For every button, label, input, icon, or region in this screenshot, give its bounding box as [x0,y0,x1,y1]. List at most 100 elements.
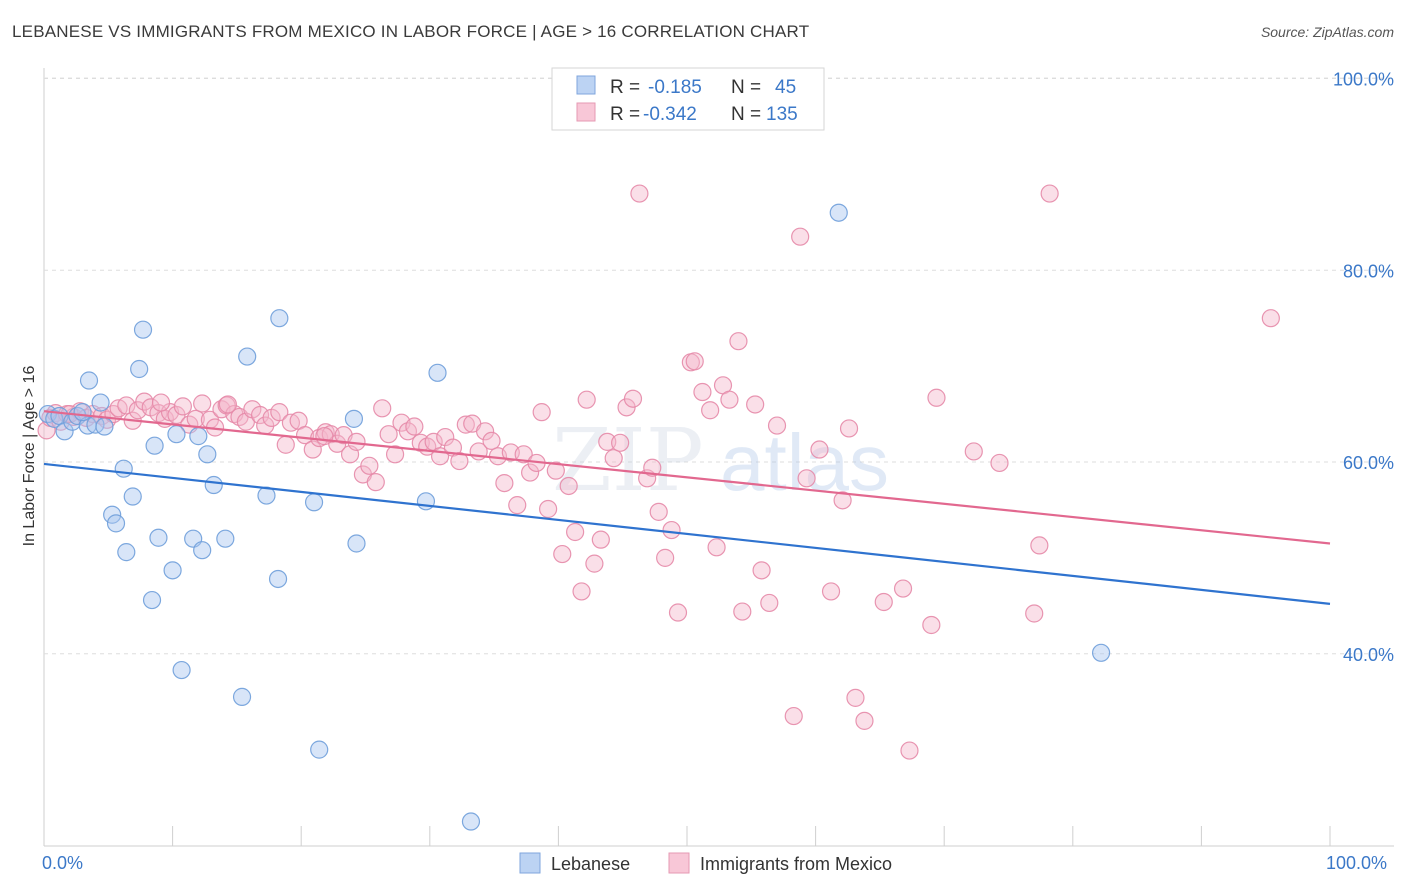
mexico-point-119 [839,419,859,438]
mexico-point-87 [591,530,610,549]
mexico-point-129 [1025,604,1044,623]
legend-r-label-2: R = [610,104,640,125]
lebanese-point-38 [347,534,366,553]
watermark: ZIP atlas [552,411,889,511]
series-lebanese [38,203,1111,831]
bottom-legend-swatch-lebanese [519,852,541,874]
mexico-point-82 [559,476,578,496]
mexico-point-13 [117,396,136,415]
legend-r-value-mexico: -0.342 [643,104,697,125]
lebanese-point-41 [461,812,481,831]
mexico-point-101 [685,352,704,371]
y-tick-label-40: 40.0% [1343,645,1394,665]
mexico-point-51 [360,456,379,475]
lebanese-point-20 [149,528,168,547]
mexico-point-117 [821,582,841,601]
mexico-point-132 [1261,309,1280,328]
mexico-point-83 [566,522,585,542]
mexico-point-90 [611,433,630,452]
lebanese-point-21 [163,561,182,580]
bottom-legend-mexico: Immigrants from Mexico [700,854,892,874]
lebanese-point-23 [172,660,191,680]
legend-n-label-1: N = [731,77,761,98]
lebanese-point-18 [142,590,162,610]
legend-n-label-2: N = [731,104,761,125]
lebanese-point-39 [416,492,436,511]
mexico-point-103 [701,401,720,420]
mexico-point-95 [643,458,662,477]
mexico-point-34 [250,405,270,425]
lebanese-point-22 [167,425,186,444]
bottom-legend-lebanese: Lebanese [551,854,630,874]
lebanese-point-40 [428,363,447,382]
mexico-point-106 [720,390,739,409]
x-tick-label-max: 100.0% [1326,853,1387,873]
mexico-point-89 [604,449,623,468]
mexico-point-123 [893,579,913,598]
mexico-point-80 [546,461,565,480]
chart-source: Source: ZipAtlas.com [1260,24,1394,40]
x-tick-label-min: 0.0% [42,853,83,873]
lebanese-point-25 [189,427,208,446]
mexico-point-79 [539,499,558,519]
mexico-point-130 [1030,536,1049,555]
y-axis-title: In Labor Force | Age > 16 [21,366,38,547]
lebanese-point-7 [79,371,99,390]
mexico-point-66 [456,415,475,434]
mexico-point-125 [922,615,941,635]
y-tick-label-100: 100.0% [1333,70,1394,90]
mexico-point-114 [791,227,810,246]
lebanese-point-14 [117,543,136,562]
mexico-point-126 [927,388,946,407]
mexico-point-78 [532,403,551,422]
mexico-point-113 [784,706,803,726]
lebanese-point-26 [193,541,212,560]
mexico-point-81 [553,544,572,564]
mexico-point-112 [767,416,787,435]
mexico-point-110 [752,561,771,580]
mexico-point-136 [315,427,334,446]
trend-lines [43,410,1331,605]
lebanese-point-13 [114,459,133,478]
legend-swatch-mexico [576,102,596,122]
mexico-point-53 [373,399,392,418]
lebanese-point-3 [55,422,74,441]
mexico-point-72 [495,473,514,493]
mexico-point-122 [874,592,893,612]
mexico-point-120 [846,688,865,707]
correlation-legend: R = -0.185 N = 45 R = -0.342 N = 135 [551,67,825,131]
y-tick-label-80: 80.0% [1343,261,1394,281]
lebanese-point-9 [91,393,110,412]
mexico-point-104 [707,538,726,557]
legend-swatch-lebanese [576,75,596,95]
mexico-point-124 [900,741,919,760]
mexico-point-25 [193,394,212,413]
mexico-point-54 [379,425,398,444]
mexico-point-70 [482,431,501,451]
mexico-point-127 [964,442,983,461]
lebanese-point-36 [310,740,329,759]
mexico-point-128 [990,453,1009,473]
mexico-point-93 [630,184,649,203]
lebanese-point-43 [1091,643,1111,662]
mexico-point-121 [855,711,874,730]
mexico-trend-line [43,410,1331,545]
mexico-point-55 [385,445,405,464]
mexico-point-37 [270,403,289,422]
mexico-point-84 [572,582,591,601]
mexico-point-65 [450,451,469,471]
lebanese-point-29 [216,529,235,548]
gridlines [44,78,1394,655]
mexico-point-58 [405,417,424,436]
y-tick-labels: 40.0% 60.0% 80.0% 100.0% [1333,70,1394,665]
lebanese-point-35 [304,493,324,512]
mexico-point-109 [746,395,765,414]
mexico-point-69 [475,422,495,441]
mexico-point-86 [585,554,604,573]
mexico-point-85 [577,390,596,409]
chart-title: LEBANESE VS IMMIGRANTS FROM MEXICO IN LA… [12,22,810,41]
mexico-point-131 [1040,184,1059,203]
lebanese-point-17 [133,320,153,339]
lebanese-point-44 [73,403,92,422]
